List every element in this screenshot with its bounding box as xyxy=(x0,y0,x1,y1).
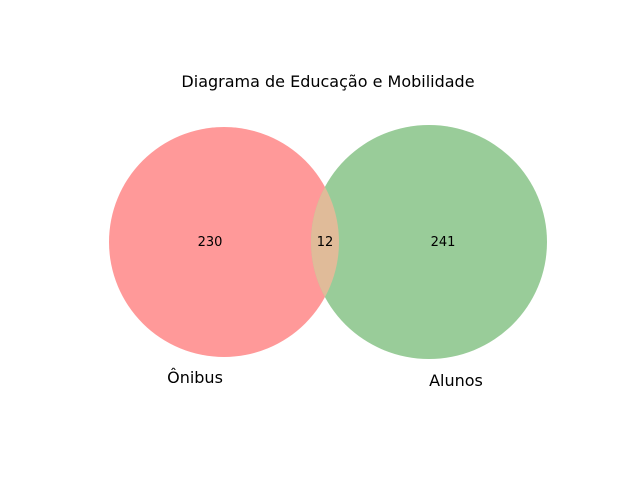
onibus-set-label: Ônibus xyxy=(167,368,223,387)
alunos-set-label: Alunos xyxy=(429,371,483,390)
diagram-title: Diagrama de Educação e Mobilidade xyxy=(181,72,474,91)
onibus-only-count: 230 xyxy=(198,235,223,250)
venn-circle-onibus xyxy=(109,127,339,357)
venn-circle-alunos xyxy=(311,125,547,359)
intersection-count: 12 xyxy=(317,235,334,250)
alunos-only-count: 241 xyxy=(431,235,456,250)
